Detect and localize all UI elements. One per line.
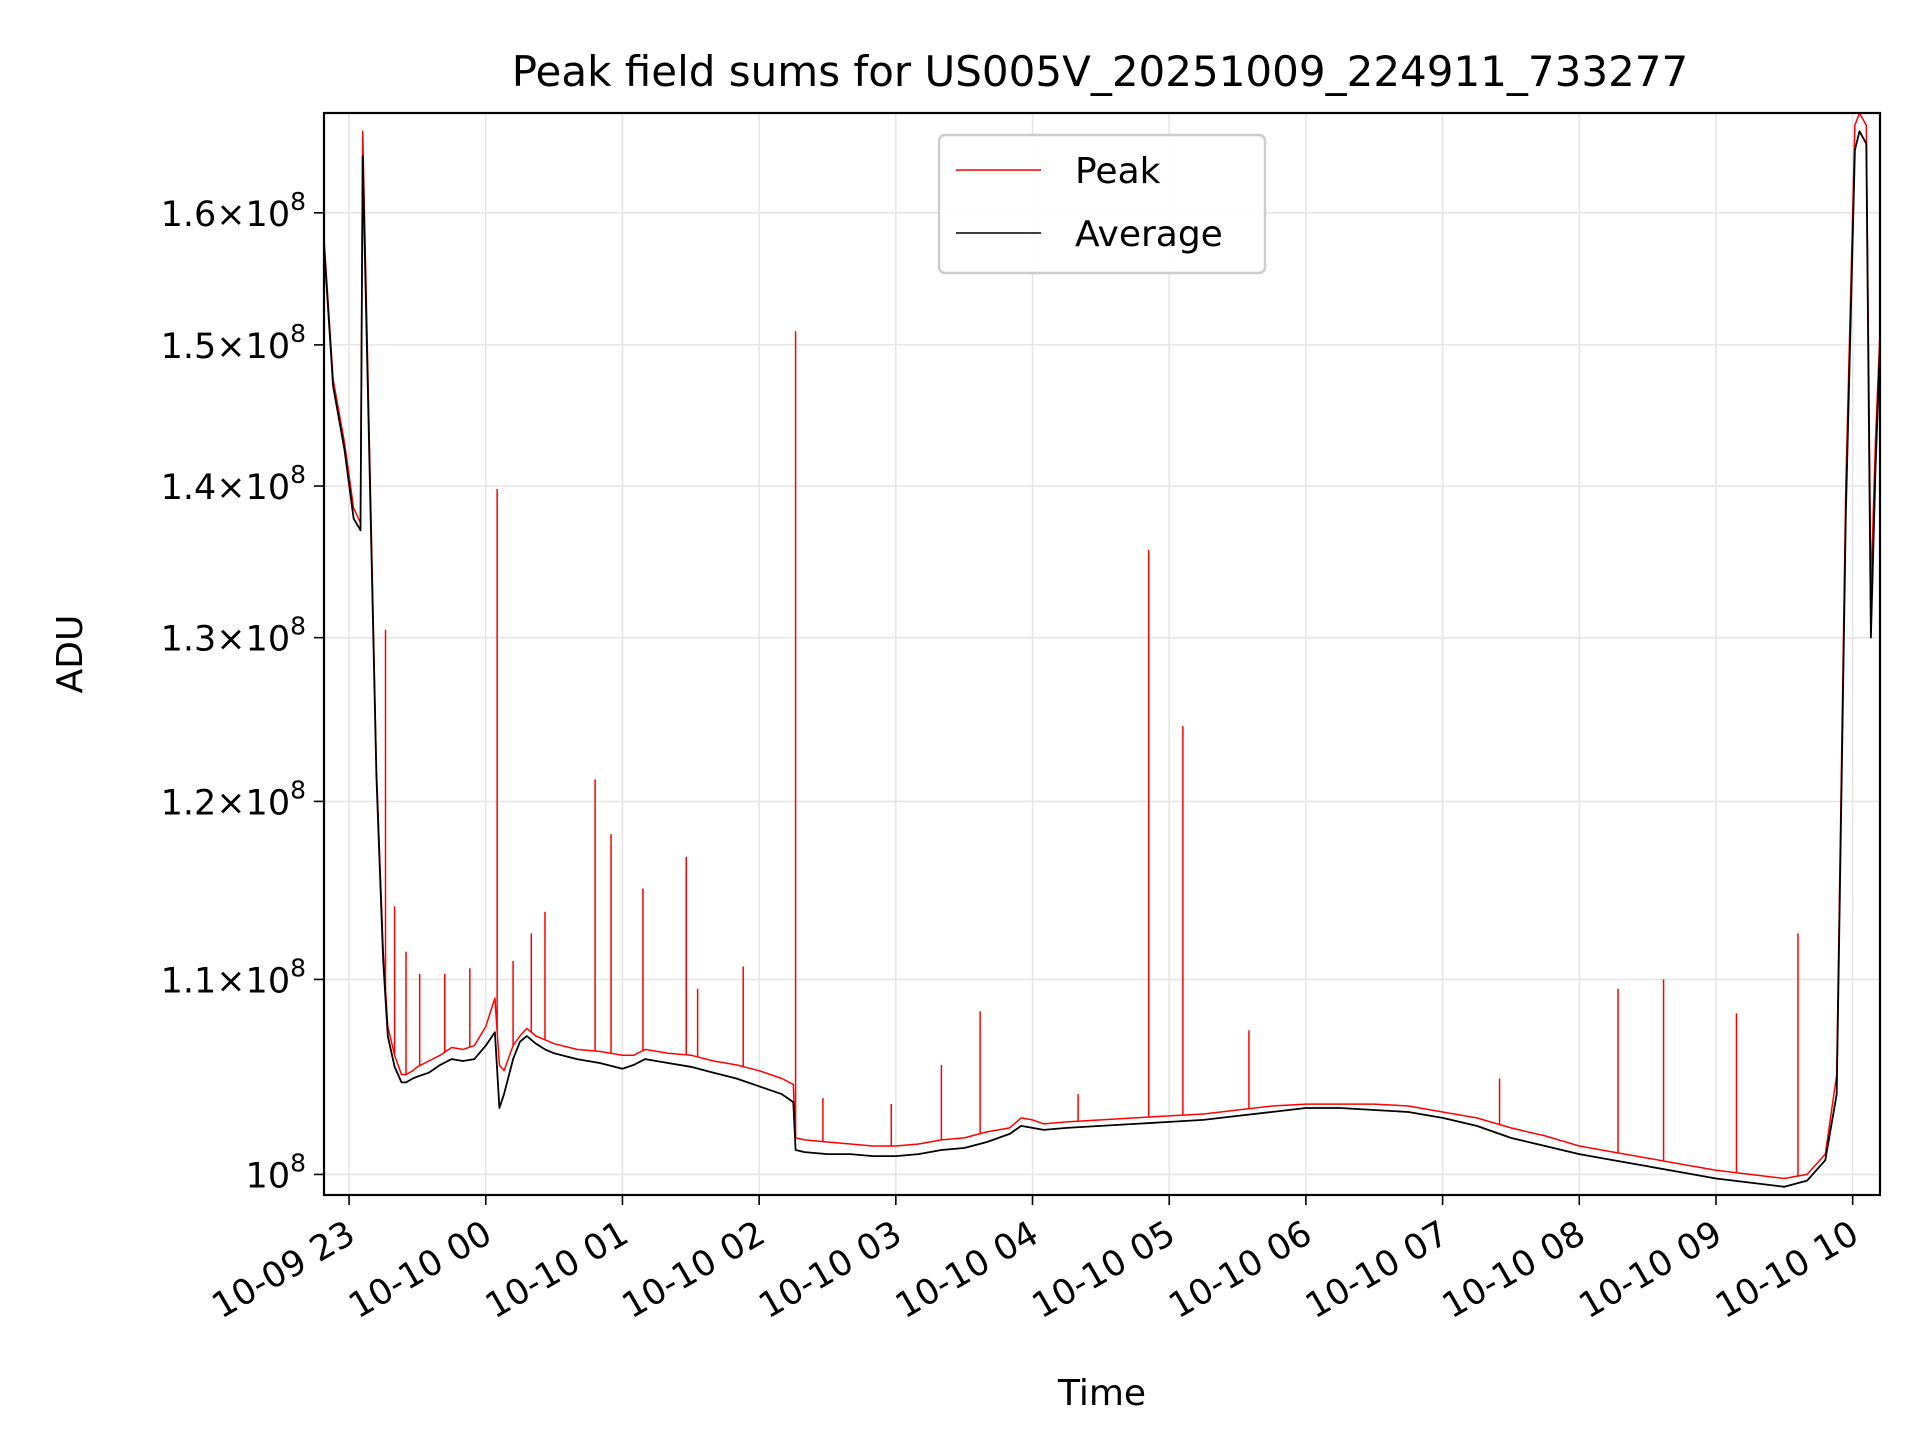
plot-frame: [322, 111, 1882, 1197]
y-axis: 1081.1×1081.2×1081.3×1081.4×1081.5×1081.…: [161, 187, 324, 1196]
y-tick-label: 1.5×108: [161, 319, 306, 367]
legend: Peak Average: [937, 133, 1267, 275]
peak-series-line: [323, 112, 1881, 1180]
peak-spikes: [384, 331, 1799, 1177]
legend-average-label: Average: [1075, 214, 1223, 255]
chart-title: Peak field sums for US005V_20251009_2249…: [512, 47, 1689, 96]
legend-peak-label: Peak: [1075, 151, 1161, 192]
y-tick-label: 1.1×108: [161, 953, 306, 1001]
y-axis-label: ADU: [50, 615, 91, 694]
grid: [324, 113, 1880, 1195]
series-layer: [323, 112, 1881, 1188]
y-tick-label: 1.4×108: [161, 460, 306, 508]
y-tick-label: 1.2×108: [161, 775, 306, 823]
x-axis-label: Time: [1057, 1373, 1146, 1414]
average-series-line: [323, 130, 1881, 1188]
y-tick-label: 1.6×108: [161, 187, 306, 235]
y-tick-label: 1.3×108: [161, 612, 306, 660]
